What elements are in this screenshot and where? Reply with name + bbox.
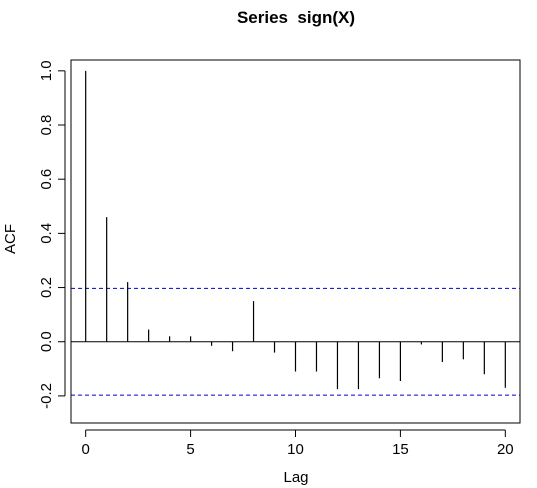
chart-title: Series sign(X): [237, 8, 355, 27]
y-tick-label-0.4: 0.4: [38, 223, 55, 244]
y-tick-label-1.0: 1.0: [38, 60, 55, 81]
plot-area: 0 5 10 15 20 -0.2 0.0 0.2 0.4 0.6 0.8 1.0: [38, 59, 521, 458]
x-tick-label-5: 5: [186, 441, 194, 458]
plot-frame: [70, 59, 521, 424]
x-tick-label-10: 10: [287, 441, 304, 458]
y-axis-label: ACF: [2, 224, 19, 254]
x-axis-label: Lag: [283, 469, 308, 486]
y-tick-label-0.2: 0.2: [38, 277, 55, 298]
x-tick-label-20: 20: [497, 441, 514, 458]
x-tick-label-15: 15: [392, 441, 409, 458]
y-tick-label-0.6: 0.6: [38, 169, 55, 190]
x-tick-label-0: 0: [82, 441, 90, 458]
y-tick-label-0.8: 0.8: [38, 115, 55, 136]
y-tick-label--0.2: -0.2: [38, 383, 55, 409]
y-tick-label-0.0: 0.0: [38, 331, 55, 352]
